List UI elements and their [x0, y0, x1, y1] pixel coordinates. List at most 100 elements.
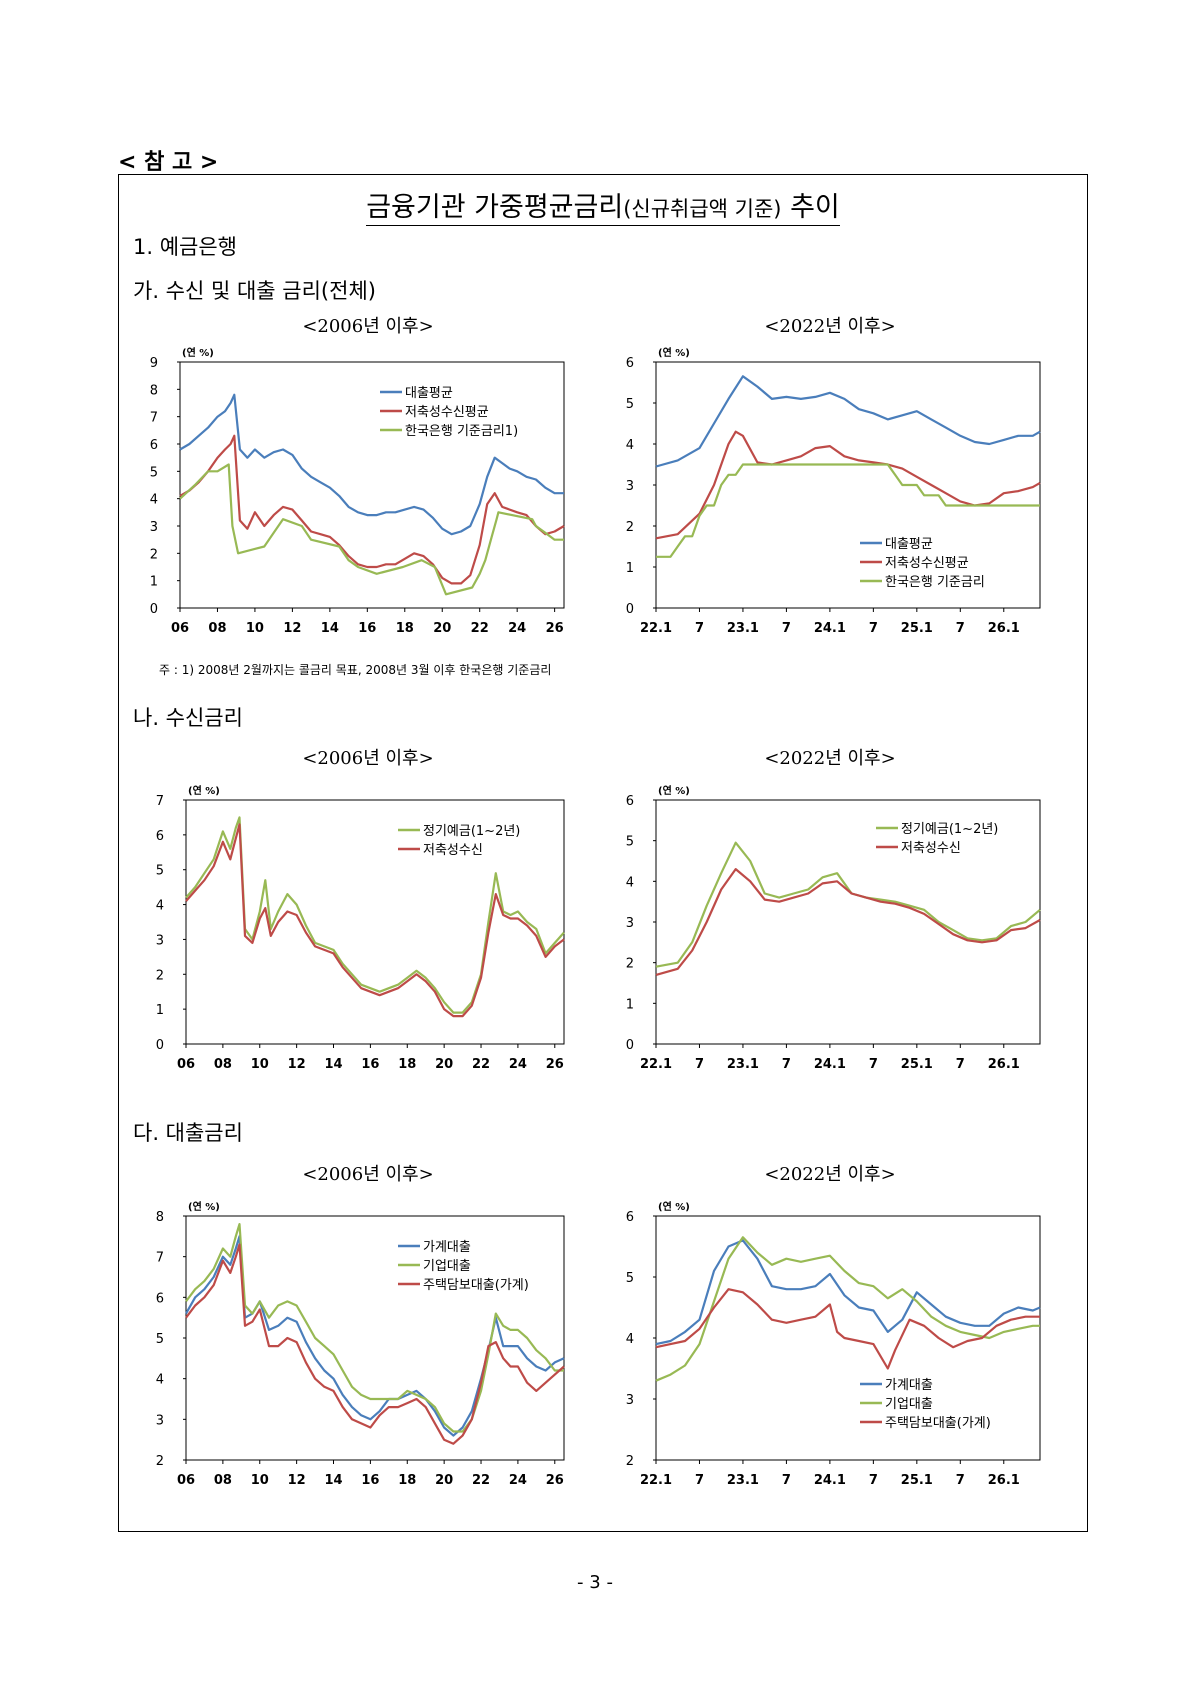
chart-c1-ytick: 3 [156, 1413, 164, 1428]
chart-b2-xtick: 7 [782, 1057, 791, 1072]
chart-c2-ylabel: (연 %) [658, 1200, 690, 1213]
chart-c1-legend-label: 기업대출 [423, 1259, 471, 1274]
chart-b1-ytick: 2 [156, 968, 164, 983]
chart-a1-xtick: 08 [208, 621, 226, 636]
chart-c1-series-line [185, 1222, 564, 1433]
chart-c2-xtick: 7 [782, 1473, 791, 1488]
chart-b1-ytick: 3 [156, 933, 164, 948]
title-tail: 추이 [790, 192, 840, 223]
chart-c1-title: <2006년 이후> [302, 1164, 434, 1185]
chart-a1-xtick: 10 [246, 621, 264, 636]
chart-b1-plot-area [185, 799, 565, 1045]
chart-b2-legend-label: 정기예금(1~2년) [901, 822, 998, 837]
chart-c2-ytick: 6 [626, 1210, 634, 1225]
chart-a2-xtick: 26.1 [988, 621, 1020, 636]
chart-a1-series-line [179, 463, 564, 596]
chart-b2-ytick: 0 [626, 1038, 634, 1053]
chart-c1-xtick: 10 [251, 1473, 269, 1488]
chart-a2-ytick: 4 [626, 438, 634, 453]
chart-b1-ytick: 0 [156, 1038, 164, 1053]
chart-a1-xtick: 20 [433, 621, 451, 636]
chart-a2-ytick: 1 [626, 561, 634, 576]
chart-a1-ytick: 3 [150, 520, 158, 535]
chart-b2-ytick: 1 [626, 997, 634, 1012]
chart-c1-xtick: 20 [435, 1473, 453, 1488]
chart-a1-xtick: 26 [546, 621, 564, 636]
chart-c1-ylabel: (연 %) [188, 1200, 220, 1213]
chart-b2-xtick: 7 [869, 1057, 878, 1072]
chart-c2-series-line [655, 1288, 1040, 1370]
chart-c1-xtick: 22 [472, 1473, 490, 1488]
chart-a1-legend-label: 한국은행 기준금리1) [405, 423, 518, 439]
chart-a1-xtick: 22 [471, 621, 489, 636]
chart-c2-ytick: 3 [626, 1393, 634, 1408]
chart-b1-xtick: 22 [472, 1057, 490, 1072]
chart-b2-series-line [655, 867, 1041, 976]
chart-c2-xtick: 7 [956, 1473, 965, 1488]
chart-a2-series-line [655, 375, 1041, 468]
chart-b1-xtick: 24 [509, 1057, 527, 1072]
chart-b2-legend-label: 저축성수신 [901, 841, 961, 856]
chart-a2-ytick: 6 [626, 356, 634, 371]
chart-c2-xtick: 7 [695, 1473, 704, 1488]
chart-c1-legend-label: 주택담보대출(가계) [423, 1278, 529, 1293]
subsection-b-heading: 나. 수신금리 [133, 706, 243, 730]
chart-a2-title: <2022년 이후> [764, 316, 896, 337]
chart-c2-ytick: 5 [626, 1271, 634, 1286]
chart-a1-ytick: 2 [150, 547, 158, 562]
chart-b1-xtick: 12 [288, 1057, 306, 1072]
chart-a2-series-line [656, 463, 1040, 558]
chart-c2-ytick: 4 [626, 1332, 634, 1347]
chart-a1-xtick: 06 [171, 621, 189, 636]
chart-c2-xtick: 7 [869, 1473, 878, 1488]
chart-c2-title: <2022년 이후> [764, 1164, 896, 1185]
chart-c2-legend-label: 기업대출 [885, 1397, 933, 1412]
chart-a2-legend-label: 한국은행 기준금리 [885, 574, 985, 590]
chart-a1-xtick: 12 [283, 621, 301, 636]
chart-a1-ytick: 9 [150, 356, 158, 371]
reference-label: < 참 고 > [118, 150, 219, 175]
chart-b1-ytick: 4 [156, 899, 164, 914]
chart-a2-ytick: 2 [626, 520, 634, 535]
chart-b2-ytick: 3 [626, 916, 634, 931]
chart-c2-xtick: 22.1 [640, 1473, 672, 1488]
chart-a2-xtick: 22.1 [640, 621, 672, 636]
subsection-c-heading: 다. 대출금리 [133, 1121, 243, 1145]
chart-c1-ytick: 6 [156, 1291, 164, 1306]
chart-c1-xtick: 26 [546, 1473, 564, 1488]
chart-b1-legend-label: 정기예금(1~2년) [423, 824, 520, 839]
chart-b1-xtick: 10 [251, 1057, 269, 1072]
chart-b1-xtick: 16 [361, 1057, 379, 1072]
chart-c1-legend-label: 가계대출 [423, 1240, 471, 1255]
chart-c2-legend-label: 가계대출 [885, 1378, 933, 1393]
chart-c1-ytick: 8 [156, 1210, 164, 1225]
chart-c1-xtick: 12 [288, 1473, 306, 1488]
chart-a2-xtick: 25.1 [901, 621, 933, 636]
chart-a2-xtick: 7 [695, 621, 704, 636]
chart-b2-title: <2022년 이후> [764, 748, 896, 769]
section-heading: 1. 예금은행 [133, 235, 237, 259]
chart-c1-series-line [185, 1243, 565, 1445]
chart-a2-xtick: 23.1 [727, 621, 759, 636]
chart-b1-title: <2006년 이후> [302, 748, 434, 769]
chart-a1-title: <2006년 이후> [302, 316, 434, 337]
chart-b1-legend-label: 저축성수신 [423, 843, 483, 858]
chart-c2-series-line [655, 1239, 1041, 1346]
chart-b1-ytick: 7 [156, 794, 164, 809]
chart-c1-plot-area [185, 1215, 565, 1461]
chart-b2-xtick: 7 [956, 1057, 965, 1072]
chart-b2-xtick: 23.1 [727, 1057, 759, 1072]
chart-c1-xtick: 16 [361, 1473, 379, 1488]
title-paren: (신규취급액 기준) [623, 197, 782, 221]
chart-b2-xtick: 26.1 [988, 1057, 1020, 1072]
chart-a2-ytick: 0 [626, 602, 634, 617]
chart-c2-xtick: 25.1 [901, 1473, 933, 1488]
chart-a2-ytick: 5 [626, 397, 634, 412]
chart-b1-xtick: 18 [398, 1057, 416, 1072]
chart-c2-ytick: 2 [626, 1454, 634, 1469]
chart-b2-ytick: 6 [626, 794, 634, 809]
chart-a1-xtick: 16 [358, 621, 376, 636]
chart-a2-legend-label: 대출평균 [885, 537, 933, 552]
chart-c2-series-line [655, 1236, 1040, 1382]
chart-b2-xtick: 22.1 [640, 1057, 672, 1072]
